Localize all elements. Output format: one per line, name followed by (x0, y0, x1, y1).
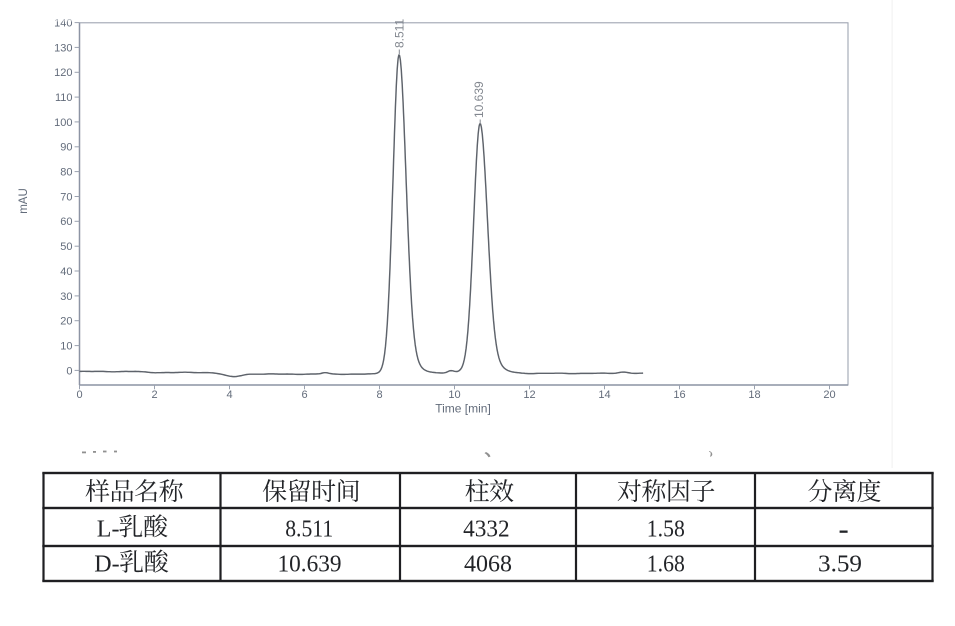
svg-text:1.68: 1.68 (647, 552, 685, 578)
svg-text:D-: D- (94, 552, 119, 578)
svg-text:18: 18 (748, 389, 760, 401)
svg-text:90: 90 (60, 142, 72, 154)
svg-text:80: 80 (60, 167, 72, 179)
svg-text:130: 130 (54, 42, 72, 54)
svg-text:10: 10 (448, 389, 460, 401)
svg-text:Time [min]: Time [min] (435, 402, 491, 416)
svg-text:20: 20 (60, 316, 72, 328)
svg-text:0: 0 (76, 389, 82, 401)
svg-text:20: 20 (823, 389, 835, 401)
svg-text:1.58: 1.58 (647, 516, 685, 542)
svg-text:10: 10 (60, 341, 72, 353)
svg-text:L-: L- (97, 516, 120, 542)
svg-text:4332: 4332 (463, 516, 510, 542)
svg-text:8: 8 (376, 389, 382, 401)
svg-text:70: 70 (60, 191, 72, 203)
svg-text:8.511: 8.511 (393, 19, 407, 48)
svg-text:40: 40 (60, 266, 72, 278)
svg-text:60: 60 (60, 216, 72, 228)
svg-text:16: 16 (673, 389, 685, 401)
svg-text:2: 2 (151, 389, 157, 401)
svg-text:4068: 4068 (464, 552, 512, 578)
svg-text:8.511: 8.511 (285, 516, 333, 542)
svg-text:100: 100 (54, 117, 72, 129)
svg-text:50: 50 (60, 241, 72, 253)
svg-text:6: 6 (301, 389, 307, 401)
svg-text:4: 4 (226, 389, 232, 401)
svg-text:30: 30 (60, 291, 72, 303)
svg-text:10.639: 10.639 (472, 81, 486, 118)
svg-text:110: 110 (55, 92, 73, 104)
svg-text:0: 0 (66, 365, 72, 377)
svg-text:10.639: 10.639 (278, 552, 342, 578)
svg-text:12: 12 (523, 389, 535, 401)
svg-text:120: 120 (54, 67, 72, 79)
svg-text:14: 14 (598, 389, 610, 401)
svg-text:3.59: 3.59 (818, 552, 862, 578)
svg-text:mAU: mAU (18, 188, 30, 214)
